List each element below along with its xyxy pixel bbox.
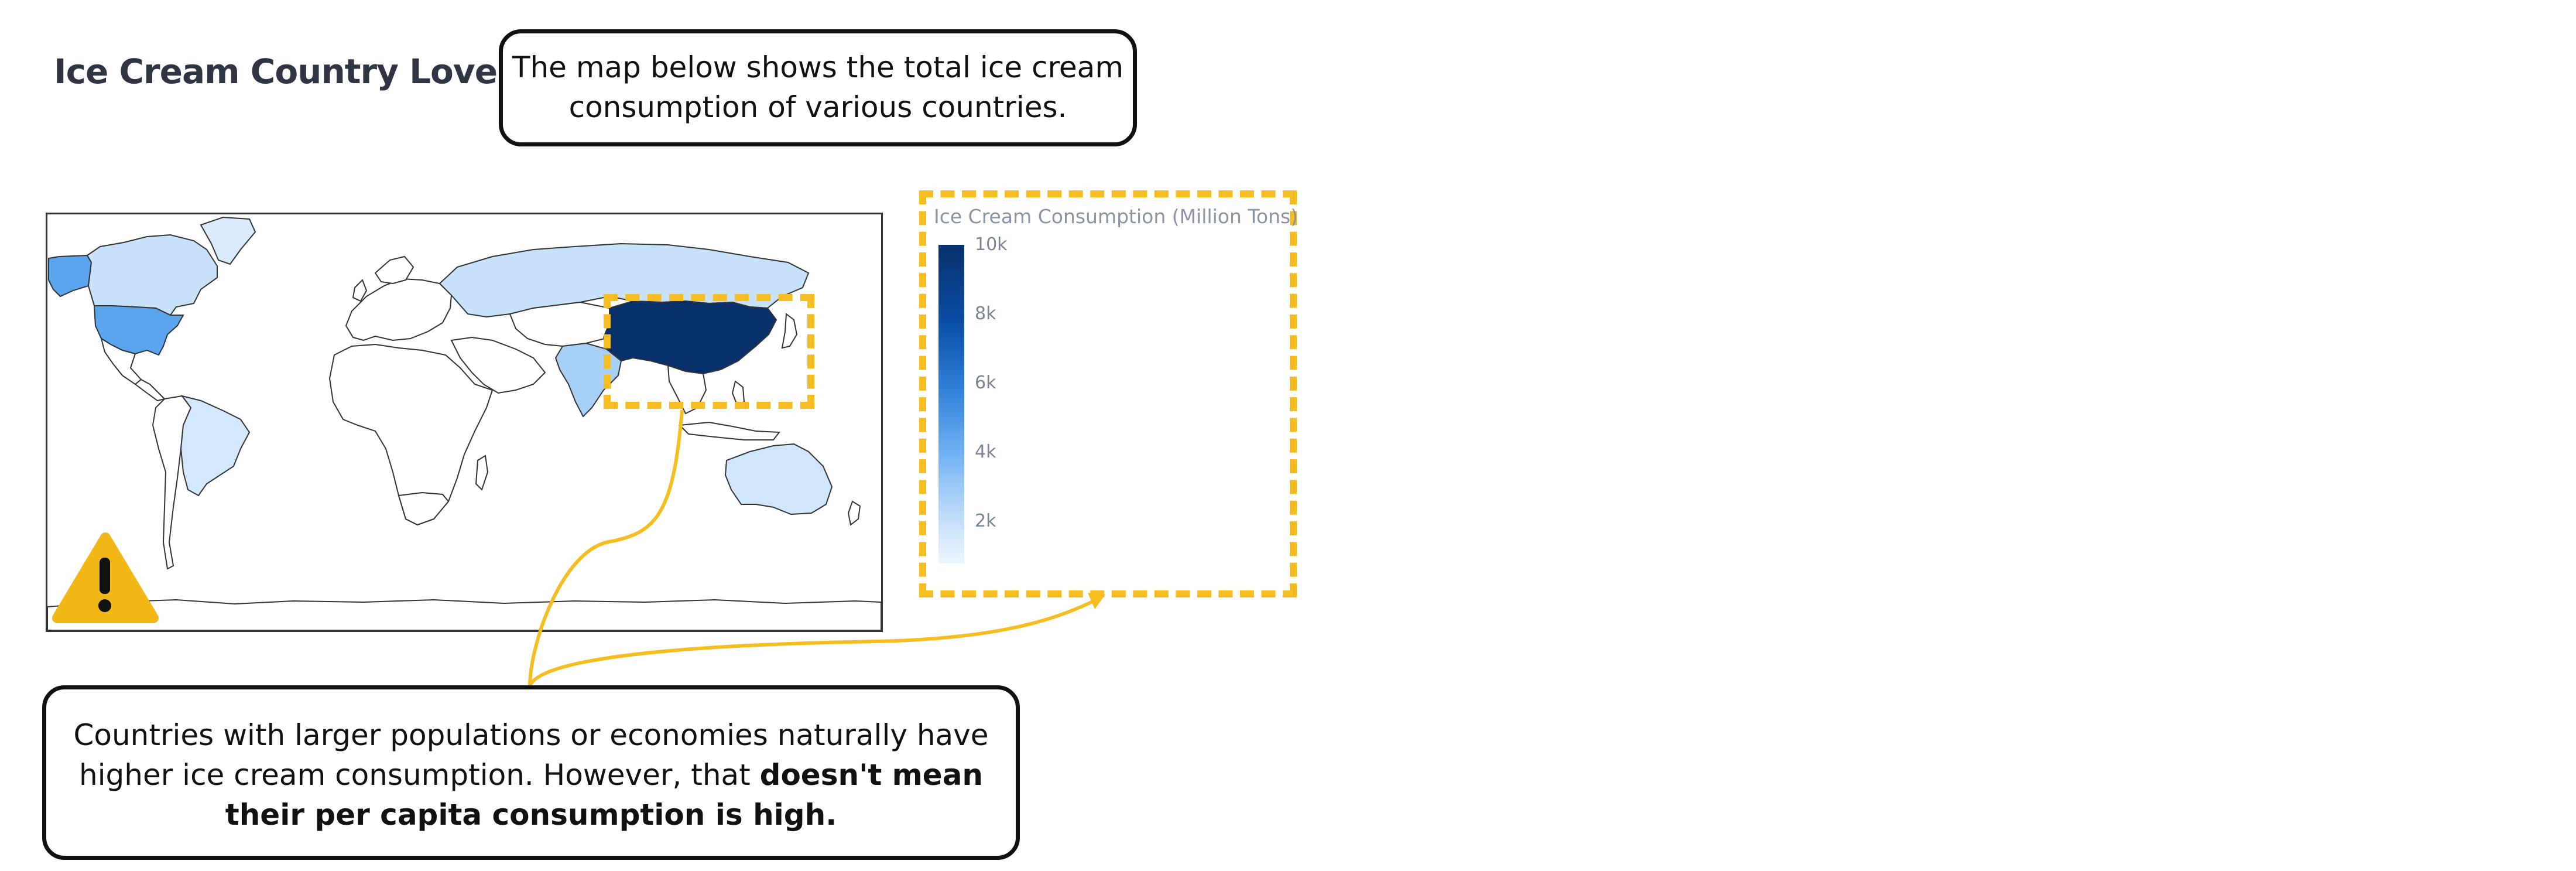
insight-callout: Countries with larger populations or eco… xyxy=(42,685,1020,860)
china-highlight-box xyxy=(604,294,814,409)
warning-icon xyxy=(52,532,159,623)
intro-callout: The map below shows the total ice cream … xyxy=(499,29,1137,146)
map-africa xyxy=(328,343,494,526)
map-greenland xyxy=(200,216,256,265)
map-central-america xyxy=(134,378,166,402)
map-japan xyxy=(781,313,798,349)
map-new-zealand xyxy=(847,500,861,526)
map-indonesia xyxy=(678,421,780,440)
colorbar-tick-4k: 4k xyxy=(975,442,996,462)
colorbar-title: Ice Cream Consumption (Million Tons) xyxy=(934,205,1299,228)
map-middle-east xyxy=(450,336,546,394)
map-europe xyxy=(345,278,453,341)
map-scandinavia xyxy=(374,255,415,285)
insight-callout-text: Countries with larger populations or eco… xyxy=(73,718,989,792)
map-uk xyxy=(352,279,368,302)
colorbar-tick-8k: 8k xyxy=(975,303,996,324)
map-madagascar xyxy=(475,455,489,491)
map-china xyxy=(602,300,777,375)
map-alaska xyxy=(48,254,93,298)
colorbar-tick-6k: 6k xyxy=(975,373,996,393)
colorbar-tick-10k: 10k xyxy=(975,234,1008,255)
insight-callout-emphasis: doesn't mean their per capita consumptio… xyxy=(225,758,984,832)
colorbar-tick-2k: 2k xyxy=(975,511,996,531)
colorbar xyxy=(938,245,964,563)
map-australia xyxy=(724,443,833,515)
map-brazil xyxy=(180,395,251,497)
map-south-africa xyxy=(398,491,450,526)
legend-highlight-box xyxy=(919,190,1297,597)
intro-callout-text: The map below shows the total ice cream … xyxy=(512,50,1124,124)
page-title: Ice Cream Country Lovers xyxy=(54,52,533,91)
